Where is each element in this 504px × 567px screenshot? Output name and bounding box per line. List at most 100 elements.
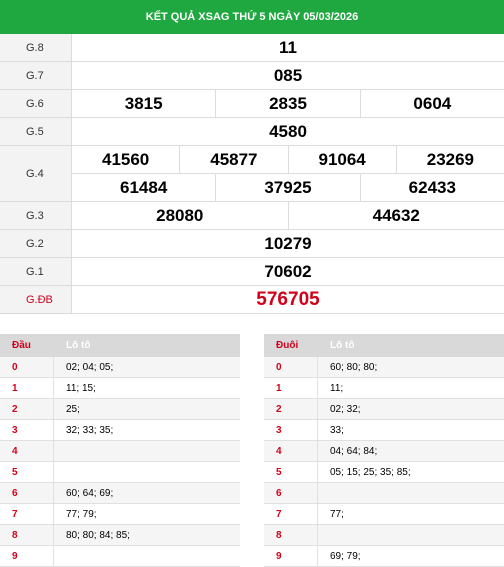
dau-loto-values [54,546,240,566]
prize-number: 91064 [289,146,397,173]
results-title: KẾT QUẢ XSAG THỨ 5 NGÀY 05/03/2026 [0,0,504,34]
duoi-digit: 8 [264,525,318,545]
dau-header: Đầu Lô tô [0,334,240,357]
dau-digit: 7 [0,504,54,524]
duoi-digit: 1 [264,378,318,398]
duoi-digit: 5 [264,462,318,482]
prize-number: 3815 [72,90,216,117]
duoi-loto-values: 77; [318,504,504,524]
prize-number: 4580 [72,118,504,145]
duoi-digit: 4 [264,441,318,461]
dau-loto-values: 32; 33; 35; [54,420,240,440]
prize-label: G.3 [0,202,72,229]
duoi-digit: 7 [264,504,318,524]
prize-number: 0604 [361,90,504,117]
dau-header-col2: Lô tô [54,334,90,357]
prize-number: 62433 [361,174,504,201]
duoi-loto-values: 60; 80; 80; [318,357,504,377]
prize-number: 23269 [397,146,504,173]
prize-label: G.2 [0,230,72,257]
duoi-digit: 3 [264,420,318,440]
prize-label: G.8 [0,34,72,61]
prize-label: G.5 [0,118,72,145]
duoi-loto-values: 04; 64; 84; [318,441,504,461]
dau-row: 9 [0,546,240,567]
duoi-loto-values: 11; [318,378,504,398]
duoi-loto-values: 02; 32; [318,399,504,419]
prize-label: G.6 [0,90,72,117]
dau-digit: 1 [0,378,54,398]
duoi-row: 8 [264,525,504,546]
duoi-header-col2: Lô tô [318,334,354,357]
dau-loto-values: 25; [54,399,240,419]
prize-number: 44632 [289,202,504,229]
duoi-digit: 9 [264,546,318,566]
dau-digit: 5 [0,462,54,482]
dau-row: 4 [0,441,240,462]
duoi-header: Đuôi Lô tô [264,334,504,357]
dau-header-col1: Đầu [0,334,54,357]
dau-loto-values: 80; 80; 84; 85; [54,525,240,545]
duoi-loto-values [318,525,504,545]
prize-number: 45877 [180,146,288,173]
dau-loto-values: 02; 04; 05; [54,357,240,377]
dau-loto-values: 60; 64; 69; [54,483,240,503]
prize-number: 70602 [72,258,504,285]
prize-number: 41560 [72,146,180,173]
duoi-loto-values: 05; 15; 25; 35; 85; [318,462,504,482]
prize-number: 28080 [72,202,289,229]
duoi-header-col1: Đuôi [264,334,318,357]
prize-number: 37925 [216,174,360,201]
duoi-loto-values: 33; [318,420,504,440]
prize-number: 11 [72,34,504,61]
duoi-loto-values [318,483,504,503]
dau-digit: 9 [0,546,54,566]
dau-loto-values [54,462,240,482]
prize-label: G.ĐB [0,286,72,313]
prize-number: 2835 [216,90,360,117]
dau-digit: 4 [0,441,54,461]
duoi-digit: 2 [264,399,318,419]
duoi-row: 6 [264,483,504,504]
dau-loto-values: 11; 15; [54,378,240,398]
dau-digit: 6 [0,483,54,503]
dau-digit: 2 [0,399,54,419]
duoi-digit: 0 [264,357,318,377]
prize-label: G.7 [0,62,72,89]
duoi-loto-values: 69; 79; [318,546,504,566]
dau-digit: 8 [0,525,54,545]
prize-number: 61484 [72,174,216,201]
dau-digit: 0 [0,357,54,377]
prize-number: 085 [72,62,504,89]
prize-number: 10279 [72,230,504,257]
prize-number: 576705 [72,286,504,313]
dau-digit: 3 [0,420,54,440]
